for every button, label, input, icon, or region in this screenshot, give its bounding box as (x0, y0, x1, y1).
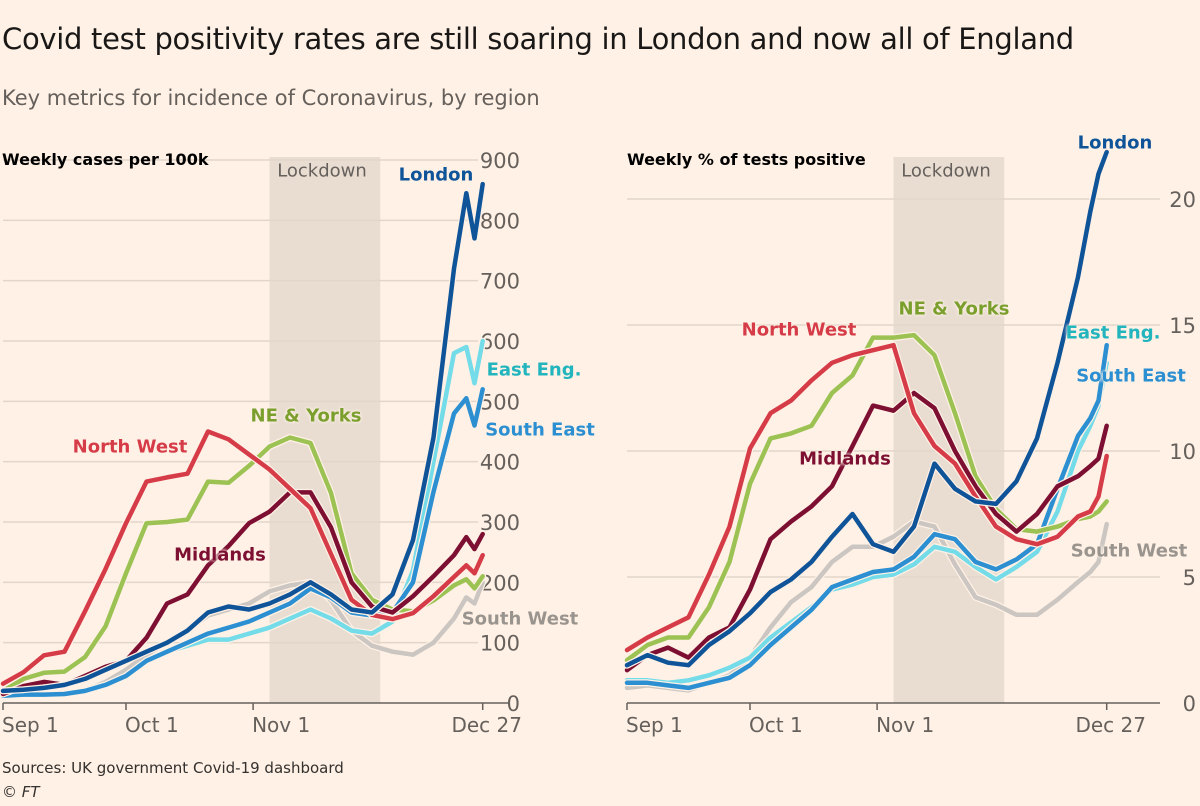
left-y-tick-label: 200 (480, 571, 520, 595)
right-label-south-west: South West (1070, 540, 1188, 562)
left-label-london: London (398, 164, 474, 186)
left-x-tick-label: Dec 27 (451, 713, 522, 737)
left-x-tick-label: Sep 1 (2, 713, 59, 737)
ft-credit: © FT (2, 783, 40, 801)
right-label-east-eng: East Eng. (1065, 322, 1161, 344)
left-label-east-eng: East Eng. (486, 359, 582, 381)
left-panel-title: Weekly cases per 100k (2, 150, 209, 169)
left-y-tick-label: 300 (480, 511, 520, 535)
left-series-north-west (0, 429, 485, 686)
right-series-north-west (624, 342, 1109, 653)
left-y-tick-label: 900 (480, 149, 520, 173)
left-x-tick-label: Nov 1 (252, 713, 310, 737)
left-y-tick-label: 400 (480, 451, 520, 475)
left-lockdown-label: Lockdown (277, 160, 367, 182)
left-y-tick-label: 800 (480, 209, 520, 233)
left-label-midlands: Midlands (174, 544, 266, 566)
right-series-midlands (624, 390, 1109, 673)
left-y-tick-label: 500 (480, 390, 520, 414)
right-series-east-eng (624, 360, 1109, 686)
right-y-tick-label: 5 (1183, 566, 1196, 590)
left-y-tick-label: 700 (480, 270, 520, 294)
right-y-tick-label: 20 (1169, 188, 1196, 212)
right-label-ne-yorks: NE & Yorks (898, 298, 1010, 320)
chart-title: Covid test positivity rates are still so… (2, 22, 1074, 56)
left-series-south-east (0, 387, 485, 699)
left-label-ne-yorks: NE & Yorks (250, 405, 362, 427)
left-label-north-west: North West (72, 436, 188, 458)
left-x-tick-label: Oct 1 (125, 713, 179, 737)
right-series-london (624, 149, 1109, 668)
right-x-tick-label: Nov 1 (876, 713, 934, 737)
right-x-tick-label: Dec 27 (1075, 713, 1146, 737)
left-label-south-east: South East (485, 419, 595, 441)
left-y-tick-label: 600 (480, 330, 520, 354)
right-series-ne-yorks (624, 332, 1109, 663)
left-label-south-west: South West (461, 608, 579, 630)
right-y-tick-label: 0 (1183, 692, 1196, 716)
left-series-east-eng (0, 338, 485, 700)
left-series-london (0, 181, 485, 694)
right-x-tick-label: Oct 1 (749, 713, 803, 737)
left-y-tick-label: 100 (480, 632, 520, 656)
source-note: Sources: UK government Covid-19 dashboar… (2, 759, 344, 777)
right-series-halo (623, 341, 1111, 654)
right-label-south-east: South East (1076, 365, 1186, 387)
right-x-tick-label: Sep 1 (626, 713, 683, 737)
right-series-south-east (624, 342, 1109, 691)
right-label-london: London (1077, 132, 1153, 154)
right-label-north-west: North West (741, 319, 857, 341)
left-series-halo (0, 337, 487, 701)
right-panel-title: Weekly % of tests positive (627, 150, 866, 169)
right-label-midlands: Midlands (799, 448, 891, 470)
right-y-tick-label: 10 (1169, 440, 1196, 464)
right-lockdown-label: Lockdown (901, 160, 991, 182)
left-y-tick-label: 0 (507, 692, 520, 716)
chart-subtitle: Key metrics for incidence of Coronavirus… (2, 86, 540, 110)
right-y-tick-label: 15 (1169, 314, 1196, 338)
right-lockdown-band (893, 157, 1005, 703)
